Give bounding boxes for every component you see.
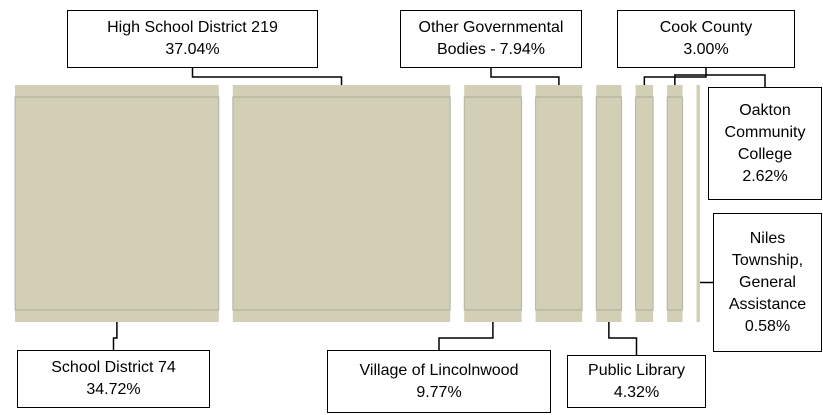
label-text: Public Library 4.32% [568, 360, 705, 404]
category-label: Niles Township, General Assistance [729, 230, 806, 313]
bill-slice [636, 85, 654, 322]
label-text: Other Governmental Bodies -7.94% [401, 17, 581, 61]
value-label: 34.72% [18, 379, 209, 401]
label-text: Niles Township, General Assistance 0.58% [714, 228, 821, 338]
label-text: Cook County 3.00% [618, 17, 794, 61]
category-label: Village of Lincolnwood [360, 362, 519, 379]
label-box: Niles Township, General Assistance 0.58% [713, 213, 822, 352]
value-label: 2.62% [709, 166, 821, 188]
bill-slice [464, 85, 521, 322]
label-box: Public Library 4.32% [567, 355, 706, 408]
infographic: School District 74 34.72% High School Dist… [0, 0, 823, 415]
bill-slice [536, 85, 583, 322]
label-text: High School District 219 37.04% [68, 17, 317, 61]
bill-slice [697, 85, 700, 322]
label-box: School District 74 34.72% [17, 350, 210, 408]
bill-slice [15, 85, 219, 322]
category-label: Cook County [660, 19, 753, 36]
category-label: Public Library [588, 362, 685, 379]
label-text: School District 74 34.72% [18, 357, 209, 401]
value-label: 9.77% [328, 382, 550, 404]
connector [439, 322, 493, 350]
bill-slice [233, 85, 450, 322]
value-label: 4.32% [568, 382, 705, 404]
value-label: 7.94% [500, 41, 545, 58]
value-label: 3.00% [618, 39, 794, 61]
label-box: Oakton Community College 2.62% [708, 87, 822, 200]
bill-slice [667, 85, 682, 322]
value-label: 37.04% [68, 39, 317, 61]
connector [609, 322, 637, 355]
category-label: High School District 219 [107, 19, 278, 36]
label-text: Village of Lincolnwood 9.77% [328, 360, 550, 404]
category-label: School District 74 [51, 359, 176, 376]
connector [193, 68, 342, 85]
connector [491, 68, 559, 85]
connector [114, 322, 117, 350]
label-text: Oakton Community College 2.62% [709, 100, 821, 188]
label-box: High School District 219 37.04% [67, 10, 318, 68]
category-label: Oakton Community College [725, 102, 806, 163]
value-label: 0.58% [714, 316, 821, 338]
label-box: Village of Lincolnwood 9.77% [327, 350, 551, 413]
bill-slice [596, 85, 621, 322]
label-box: Cook County 3.00% [617, 10, 795, 68]
label-box: Other Governmental Bodies -7.94% [400, 10, 582, 68]
